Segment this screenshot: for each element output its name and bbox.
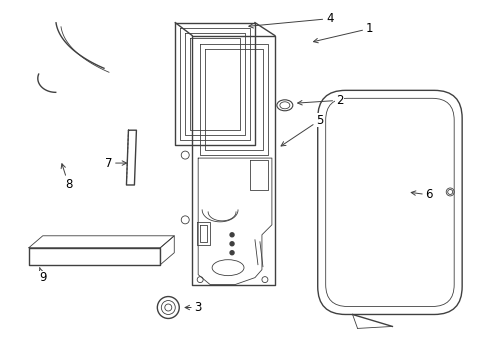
- Text: 2: 2: [297, 94, 343, 107]
- Text: 4: 4: [248, 12, 333, 28]
- Circle shape: [229, 242, 234, 246]
- Text: 3: 3: [185, 301, 202, 314]
- Text: 8: 8: [61, 164, 72, 192]
- Text: 7: 7: [104, 157, 126, 170]
- Text: 5: 5: [281, 114, 323, 146]
- Text: 6: 6: [410, 188, 432, 202]
- Text: 1: 1: [313, 22, 372, 43]
- Circle shape: [229, 251, 234, 255]
- Circle shape: [229, 233, 234, 237]
- Text: 9: 9: [39, 268, 46, 284]
